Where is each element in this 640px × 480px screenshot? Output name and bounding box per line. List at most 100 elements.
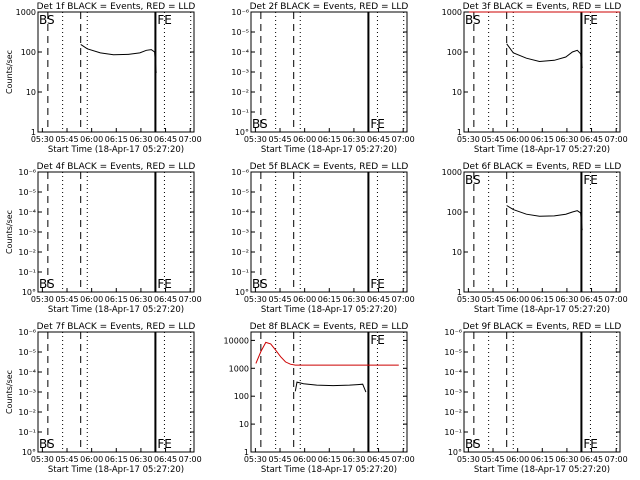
y-tick-label: 10⁻⁵ <box>231 188 249 197</box>
x-tick-label: 06:45 <box>580 455 603 464</box>
x-tick-label: 06:15 <box>318 295 341 304</box>
y-tick-label: 10⁻¹ <box>18 268 36 277</box>
x-tick-label: 05:30 <box>244 135 267 144</box>
x-tick-label: 06:00 <box>80 135 103 144</box>
x-tick-label: 06:00 <box>80 455 103 464</box>
y-tick-label: 10° <box>235 288 249 297</box>
marker-label-bs: BS <box>252 277 268 291</box>
x-tick-label: 06:30 <box>342 135 365 144</box>
x-tick-label: 05:45 <box>268 455 291 464</box>
lld-series-line <box>255 341 399 366</box>
x-axis-label: Start Time (18-Apr-17 05:27:20) <box>474 145 610 155</box>
x-tick-label: 07:00 <box>392 455 415 464</box>
y-tick-label: 10⁻³ <box>18 388 36 397</box>
marker-label-fe: FE <box>583 437 597 451</box>
y-tick-label: 10⁻² <box>18 408 36 417</box>
plot-title: Det 1f BLACK = Events, RED = LLD <box>37 2 196 12</box>
y-tick-label: 10⁻³ <box>444 388 462 397</box>
y-tick-label: 1 <box>31 128 36 137</box>
marker-label-fe: FE <box>583 173 597 187</box>
x-tick-label: 06:15 <box>531 455 554 464</box>
plot-frame <box>250 11 408 133</box>
x-tick-label: 05:45 <box>55 295 78 304</box>
y-tick-label: 100 <box>447 208 462 217</box>
x-tick-label: 06:45 <box>154 295 177 304</box>
x-tick-label: 06:00 <box>506 135 529 144</box>
plot-title: Det 3f BLACK = Events, RED = LLD <box>463 2 622 12</box>
x-tick-label: 06:00 <box>293 295 316 304</box>
y-tick-label: 1000 <box>442 8 462 17</box>
x-tick-label: 06:30 <box>129 135 152 144</box>
x-tick-label: 05:45 <box>481 455 504 464</box>
marker-label-fe: FE <box>157 437 171 451</box>
x-tick-label: 07:00 <box>392 135 415 144</box>
x-tick-label: 06:15 <box>105 135 128 144</box>
y-tick-label: 10⁻⁴ <box>231 208 249 217</box>
x-axis-label: Start Time (18-Apr-17 05:27:20) <box>474 305 610 315</box>
x-tick-label: 05:30 <box>31 295 54 304</box>
detector-plot-4: Det 4f BLACK = Events, RED = LLD 10° 10⁻¹ 1… <box>5 162 202 315</box>
x-axis-label: Start Time (18-Apr-17 05:27:20) <box>261 145 397 155</box>
y-tick-label: 10 <box>26 88 36 97</box>
marker-label-bs: BS <box>252 117 268 131</box>
plot-title: Det 4f BLACK = Events, RED = LLD <box>37 162 196 172</box>
y-tick-label: 10⁻² <box>444 408 462 417</box>
y-tick-label: 10⁻² <box>231 88 249 97</box>
y-tick-label: 10⁻⁶ <box>18 168 36 177</box>
y-tick-label: 10⁻³ <box>231 68 249 77</box>
y-tick-label: 10⁻⁶ <box>18 328 36 337</box>
x-tick-label: 05:30 <box>457 455 480 464</box>
x-tick-label: 06:45 <box>367 135 390 144</box>
detector-plot-2: Det 2f BLACK = Events, RED = LLD 10° 10⁻¹ 1… <box>231 2 414 155</box>
x-tick-label: 06:15 <box>105 455 128 464</box>
y-tick-label: 10 <box>452 248 462 257</box>
x-tick-label: 06:15 <box>531 135 554 144</box>
x-tick-label: 06:00 <box>80 295 103 304</box>
x-tick-label: 06:00 <box>293 135 316 144</box>
plot-frame <box>37 331 195 453</box>
x-tick-label: 07:00 <box>605 295 628 304</box>
events-series-line <box>294 381 367 393</box>
y-tick-label: 1000 <box>16 8 36 17</box>
x-tick-label: 06:30 <box>129 455 152 464</box>
y-tick-label: 1 <box>457 288 462 297</box>
y-axis-label: Counts/sec <box>5 370 14 414</box>
x-axis-label: Start Time (18-Apr-17 05:27:20) <box>48 145 184 155</box>
marker-label-bs: BS <box>465 173 481 187</box>
plot-title: Det 2f BLACK = Events, RED = LLD <box>250 2 409 12</box>
x-tick-label: 05:45 <box>268 295 291 304</box>
x-tick-label: 06:30 <box>342 455 365 464</box>
events-series-line <box>506 43 583 68</box>
plot-title: Det 9f BLACK = Events, RED = LLD <box>463 322 622 332</box>
x-tick-label: 06:15 <box>318 135 341 144</box>
y-tick-label: 10⁻¹ <box>444 428 462 437</box>
marker-label-bs: BS <box>39 13 55 27</box>
y-tick-label: 100 <box>234 392 249 401</box>
x-axis-label: Start Time (18-Apr-17 05:27:20) <box>474 465 610 475</box>
x-tick-label: 06:45 <box>580 295 603 304</box>
y-tick-label: 10⁻⁴ <box>18 208 36 217</box>
x-tick-label: 06:30 <box>555 295 578 304</box>
marker-label-fe: FE <box>157 277 171 291</box>
y-tick-label: 10⁻⁴ <box>231 48 249 57</box>
x-axis-label: Start Time (18-Apr-17 05:27:20) <box>48 305 184 315</box>
x-tick-label: 06:45 <box>367 455 390 464</box>
x-tick-label: 06:45 <box>367 295 390 304</box>
plot-frame <box>463 11 621 133</box>
y-tick-label: 10° <box>22 448 36 457</box>
y-tick-label: 10⁻⁶ <box>231 8 249 17</box>
y-axis-label: Counts/sec <box>5 210 14 254</box>
marker-label-fe: FE <box>370 277 384 291</box>
x-tick-label: 06:15 <box>318 455 341 464</box>
y-tick-label: 10⁻² <box>18 248 36 257</box>
x-tick-label: 06:15 <box>105 295 128 304</box>
plot-frame <box>250 331 408 453</box>
y-tick-label: 10° <box>22 288 36 297</box>
marker-label-bs: BS <box>465 13 481 27</box>
y-tick-label: 1 <box>457 128 462 137</box>
x-tick-label: 06:45 <box>154 135 177 144</box>
marker-label-fe: FE <box>583 13 597 27</box>
y-tick-label: 10 <box>239 420 249 429</box>
x-tick-label: 07:00 <box>392 295 415 304</box>
